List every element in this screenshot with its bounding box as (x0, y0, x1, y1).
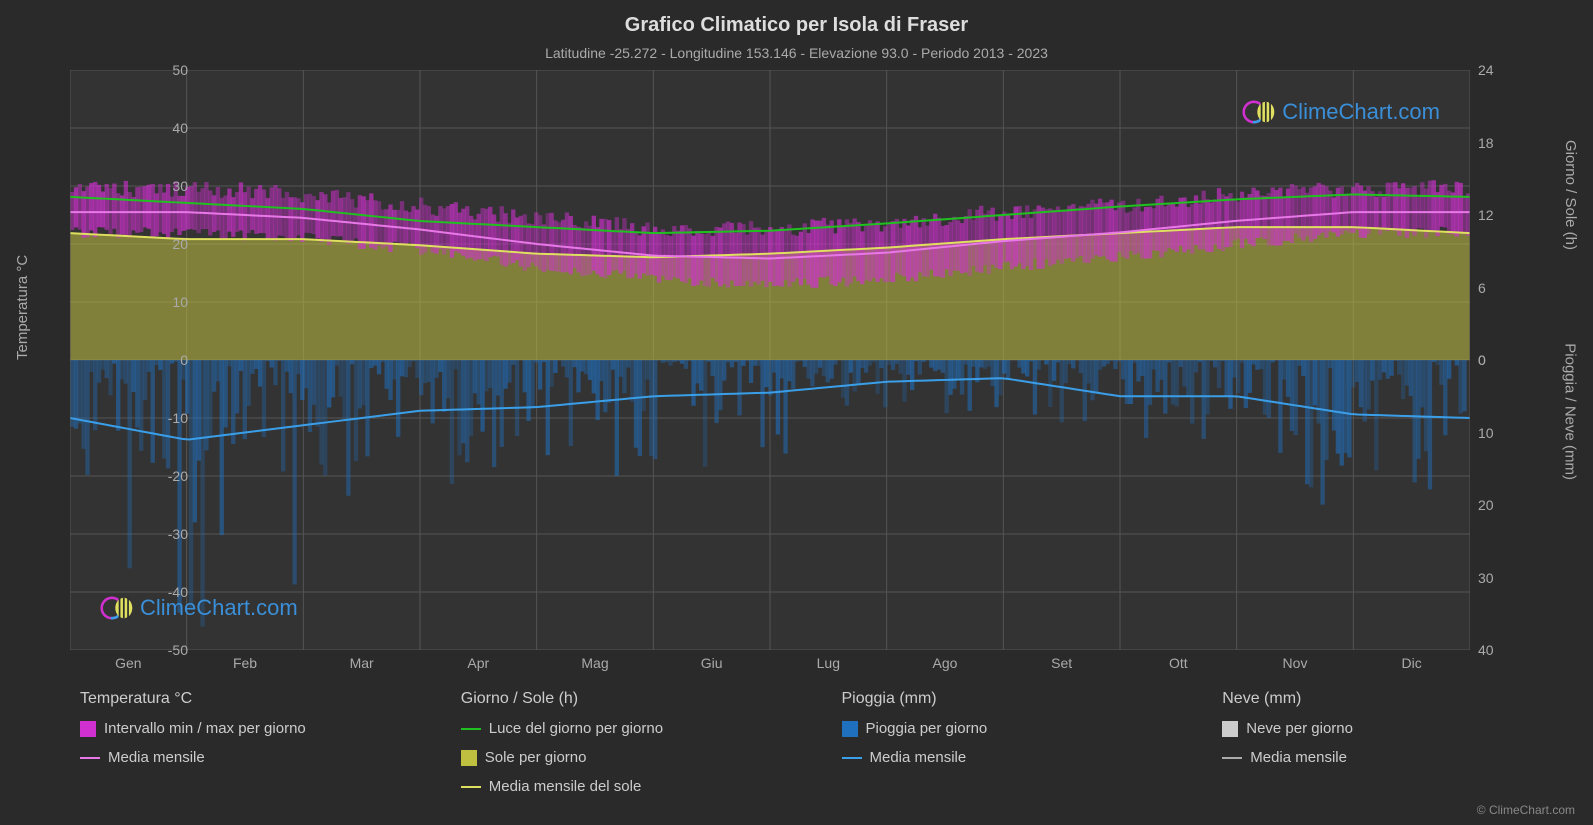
legend-swatch-line (461, 728, 481, 730)
legend-item-label: Sole per giorno (485, 749, 587, 766)
legend-swatch-line (461, 786, 481, 788)
legend-group: Neve (mm) Neve per giorno Media mensile (1222, 690, 1563, 795)
climechart-logo-icon (100, 591, 134, 625)
y-tick-right-top: 6 (1478, 280, 1528, 296)
y-tick-left: 40 (138, 120, 188, 136)
x-tick-month: Apr (438, 655, 518, 671)
legend-item: Luce del giorno per giorno (461, 720, 802, 737)
copyright: © ClimeChart.com (1477, 803, 1575, 817)
y-axis-left-label: Temperatura °C (14, 255, 31, 360)
legend-swatch-box (1222, 721, 1238, 737)
legend-group-title: Pioggia (mm) (842, 690, 1183, 708)
legend-item-label: Pioggia per giorno (866, 720, 988, 737)
x-tick-month: Mar (322, 655, 402, 671)
legend-group-title: Giorno / Sole (h) (461, 690, 802, 708)
y-tick-right-bottom: 20 (1478, 497, 1528, 513)
legend-group-title: Neve (mm) (1222, 690, 1563, 708)
legend-item-label: Media mensile del sole (489, 778, 642, 795)
legend-group: Pioggia (mm) Pioggia per giorno Media mens… (842, 690, 1183, 795)
legend: Temperatura °C Intervallo min / max per g… (80, 690, 1563, 795)
plot-area: ClimeChart.com ClimeChart.com (70, 70, 1470, 650)
x-tick-month: Lug (788, 655, 868, 671)
y-tick-right-top: 24 (1478, 62, 1528, 78)
chart-title: Grafico Climatico per Isola di Fraser (0, 0, 1593, 37)
legend-item: Sole per giorno (461, 749, 802, 766)
legend-group-title: Temperatura °C (80, 690, 421, 708)
y-tick-left: -40 (138, 584, 188, 600)
legend-swatch-line (842, 757, 862, 759)
y-tick-right-top: 18 (1478, 135, 1528, 151)
chart-subtitle: Latitudine -25.272 - Longitudine 153.146… (0, 37, 1593, 61)
x-tick-month: Giu (672, 655, 752, 671)
watermark-top: ClimeChart.com (1242, 95, 1440, 129)
climate-chart: Grafico Climatico per Isola di Fraser La… (0, 0, 1593, 825)
x-tick-month: Mag (555, 655, 635, 671)
watermark-text: ClimeChart.com (1282, 99, 1440, 125)
y-tick-left: 0 (138, 352, 188, 368)
legend-item: Media mensile (80, 749, 421, 766)
y-tick-left: 50 (138, 62, 188, 78)
y-tick-right-top: 12 (1478, 207, 1528, 223)
legend-item-label: Media mensile (870, 749, 967, 766)
y-tick-right-bottom: 0 (1478, 352, 1528, 368)
legend-item: Media mensile del sole (461, 778, 802, 795)
legend-item-label: Intervallo min / max per giorno (104, 720, 306, 737)
legend-item: Media mensile (842, 749, 1183, 766)
line-layer (70, 70, 1470, 650)
watermark-bottom: ClimeChart.com (100, 591, 298, 625)
y-tick-left: -20 (138, 468, 188, 484)
legend-group: Temperatura °C Intervallo min / max per g… (80, 690, 421, 795)
y-tick-left: 30 (138, 178, 188, 194)
y-tick-right-bottom: 10 (1478, 425, 1528, 441)
legend-item: Pioggia per giorno (842, 720, 1183, 737)
legend-swatch-box (461, 750, 477, 766)
x-tick-month: Nov (1255, 655, 1335, 671)
x-tick-month: Ott (1138, 655, 1218, 671)
y-tick-left: -30 (138, 526, 188, 542)
y-tick-left: 20 (138, 236, 188, 252)
legend-item-label: Luce del giorno per giorno (489, 720, 663, 737)
x-tick-month: Gen (88, 655, 168, 671)
legend-item-label: Media mensile (1250, 749, 1347, 766)
x-tick-month: Ago (905, 655, 985, 671)
x-tick-month: Dic (1372, 655, 1452, 671)
legend-item: Neve per giorno (1222, 720, 1563, 737)
legend-swatch-line (1222, 757, 1242, 759)
legend-item-label: Neve per giorno (1246, 720, 1353, 737)
legend-item-label: Media mensile (108, 749, 205, 766)
legend-item: Media mensile (1222, 749, 1563, 766)
y-tick-left: -10 (138, 410, 188, 426)
legend-swatch-box (80, 721, 96, 737)
climechart-logo-icon (1242, 95, 1276, 129)
legend-group: Giorno / Sole (h) Luce del giorno per gio… (461, 690, 802, 795)
y-axis-right-top-label: Giorno / Sole (h) (1562, 140, 1579, 250)
y-tick-left: 10 (138, 294, 188, 310)
y-tick-right-bottom: 30 (1478, 570, 1528, 586)
y-axis-right-bottom-label: Pioggia / Neve (mm) (1562, 343, 1579, 480)
x-tick-month: Feb (205, 655, 285, 671)
x-tick-month: Set (1022, 655, 1102, 671)
legend-swatch-line (80, 757, 100, 759)
legend-item: Intervallo min / max per giorno (80, 720, 421, 737)
y-tick-right-bottom: 40 (1478, 642, 1528, 658)
legend-swatch-box (842, 721, 858, 737)
